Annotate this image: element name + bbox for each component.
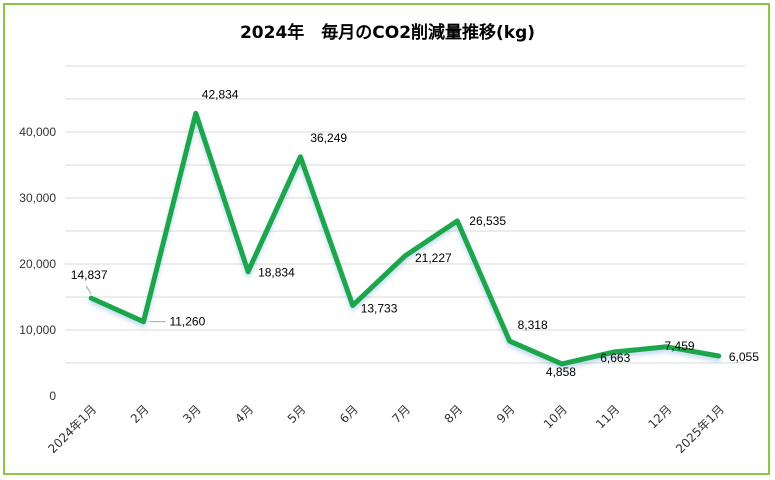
chart-frame	[3, 3, 770, 475]
data-label: 6,055	[729, 350, 759, 364]
y-tick-label: 10,000	[19, 323, 56, 337]
y-tick-label: 30,000	[19, 191, 56, 205]
data-label: 13,733	[361, 301, 398, 315]
x-tick-label: 7月	[389, 402, 413, 426]
data-label: 26,535	[469, 214, 506, 228]
x-tick-label: 9月	[494, 402, 518, 426]
x-tick-label: 5月	[285, 402, 309, 426]
y-tick-label: 20,000	[19, 257, 56, 271]
data-label: 21,227	[415, 251, 452, 265]
x-tick-label: 2月	[128, 402, 152, 426]
data-label: 8,318	[518, 318, 548, 332]
x-tick-label: 4月	[232, 402, 256, 426]
x-tick-label: 2025年1月	[673, 402, 727, 456]
data-label: 6,663	[600, 351, 630, 365]
data-label: 4,858	[546, 365, 576, 379]
gridlines	[65, 65, 745, 364]
series-line	[88, 110, 722, 367]
data-label: 14,837	[71, 268, 108, 282]
chart-title: 2024年 毎月のCO2削減量推移(kg)	[239, 23, 536, 43]
data-label: 18,834	[258, 266, 295, 280]
y-axis-ticks: 0 10,000 20,000 30,000 40,000	[19, 125, 56, 403]
x-tick-label: 10月	[541, 402, 570, 431]
x-tick-label: 2024年1月	[45, 402, 99, 456]
x-tick-label: 8月	[442, 402, 466, 426]
data-label: 7,459	[665, 339, 695, 353]
data-label: 42,834	[202, 87, 239, 101]
x-tick-label: 11月	[593, 402, 622, 431]
data-label: 36,249	[310, 131, 347, 145]
x-tick-label: 3月	[180, 402, 204, 426]
y-tick-label: 0	[49, 389, 56, 403]
data-labels: 14,837 11,260 42,834 18,834 36,249 13,733 21,2…	[71, 87, 759, 379]
x-tick-label: 6月	[337, 402, 361, 426]
data-label: 11,260	[169, 315, 205, 329]
leader-line	[85, 285, 92, 295]
series-line-group	[85, 110, 722, 367]
x-tick-label: 12月	[645, 402, 674, 431]
y-tick-label: 40,000	[19, 125, 56, 139]
